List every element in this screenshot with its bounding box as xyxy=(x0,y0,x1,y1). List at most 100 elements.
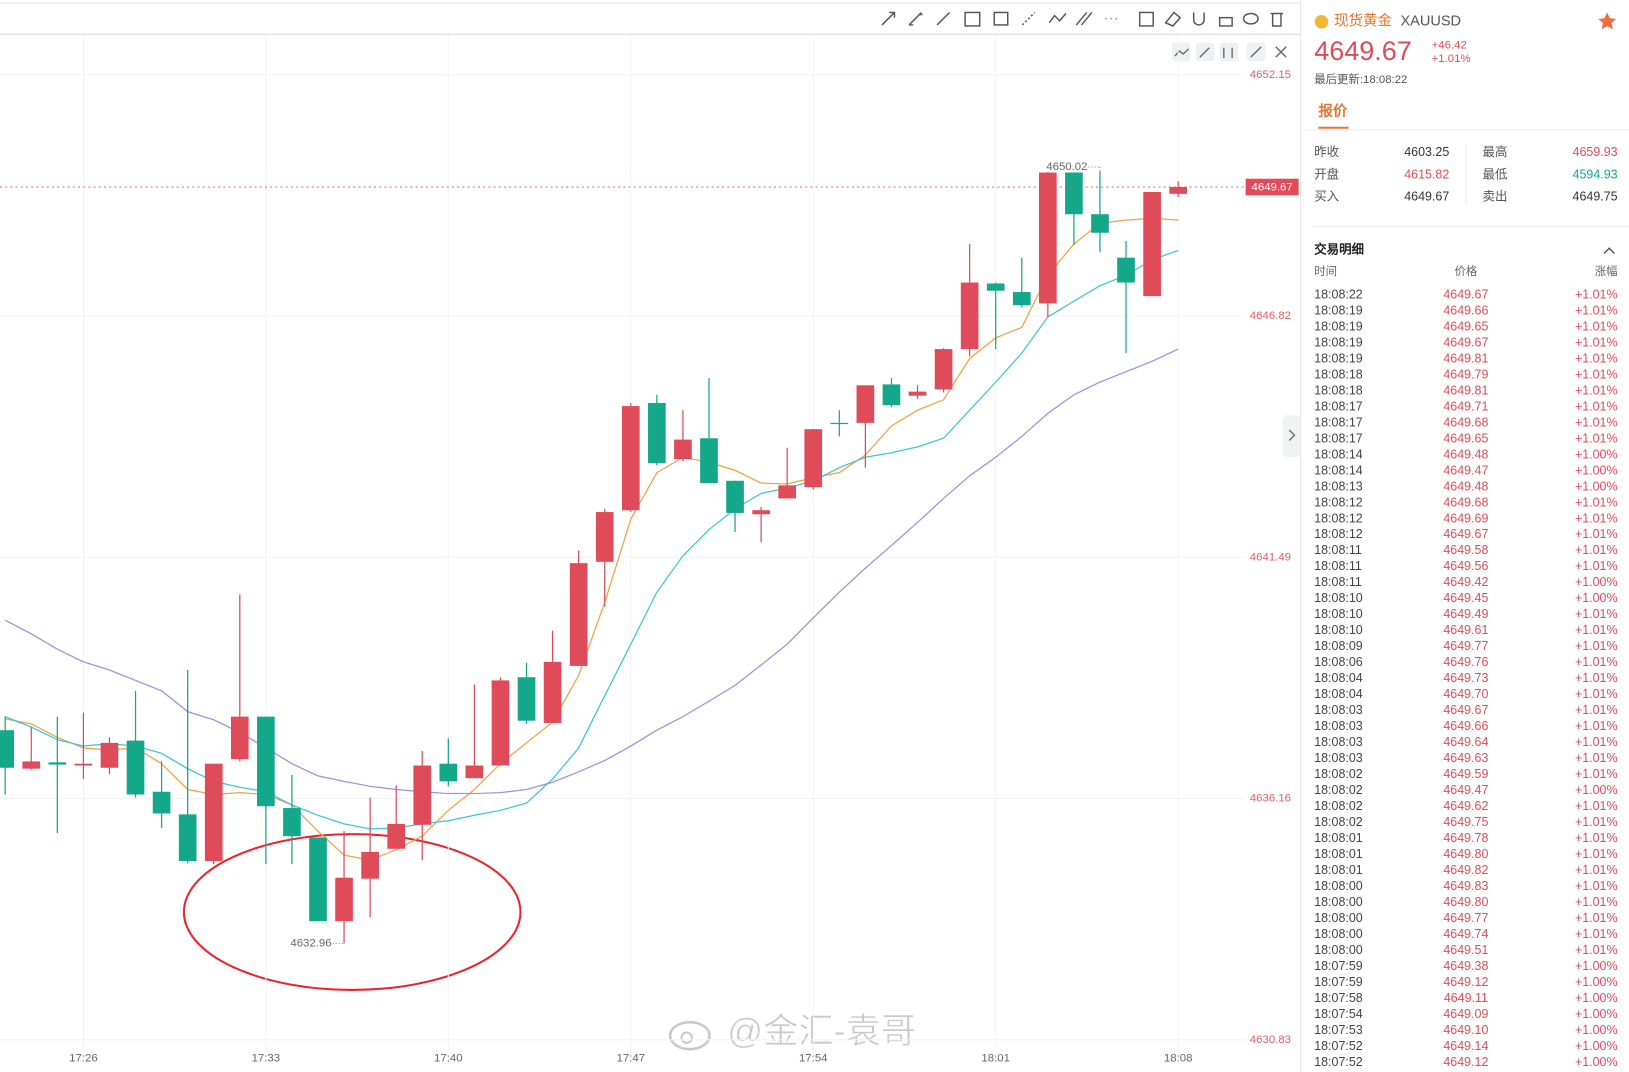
tool-rect[interactable] xyxy=(993,11,1009,26)
candle-body xyxy=(960,282,979,350)
trade-cell: 4649.67 xyxy=(1443,703,1488,717)
candle-body xyxy=(230,716,249,760)
trade-cell: +1.01% xyxy=(1575,751,1618,765)
trade-cell: +1.00% xyxy=(1575,463,1618,477)
instrument-name: 现货黄金 xyxy=(1334,13,1393,30)
control-button[interactable] xyxy=(1219,42,1239,62)
x-tick-label: 18:08 xyxy=(1164,1053,1193,1065)
price-change-pct: +1.01% xyxy=(1432,53,1471,65)
tool-arrow[interactable] xyxy=(881,11,896,26)
x-tick-label: 17:33 xyxy=(252,1053,281,1065)
trade-cell: +1.01% xyxy=(1575,735,1618,749)
grid xyxy=(0,35,1245,1052)
candle-body xyxy=(986,283,1005,291)
stat-label: 买入 xyxy=(1314,190,1339,204)
trade-cell: +1.01% xyxy=(1575,863,1618,877)
collapse-handle[interactable] xyxy=(1283,415,1300,458)
trade-cell: 4649.58 xyxy=(1443,543,1488,557)
trade-cell: +1.01% xyxy=(1575,895,1618,909)
tool-channel[interactable] xyxy=(1075,11,1093,26)
trade-cell: +1.01% xyxy=(1575,655,1618,669)
tool-magnet[interactable] xyxy=(1192,12,1205,26)
trade-time: 18:08:12 xyxy=(1314,511,1363,525)
trade-cell: 4649.38 xyxy=(1443,959,1488,973)
stat-label: 卖出 xyxy=(1483,190,1508,204)
close-icon[interactable] xyxy=(1275,46,1287,58)
trade-cell: 4649.09 xyxy=(1443,1007,1488,1021)
trade-cell: +1.01% xyxy=(1575,623,1618,637)
tool-ray[interactable] xyxy=(908,11,923,26)
x-tick-label: 17:54 xyxy=(799,1053,828,1065)
trade-cell: 4649.77 xyxy=(1443,911,1488,925)
tool-eye[interactable] xyxy=(1242,12,1259,25)
trade-cell: 4649.80 xyxy=(1443,847,1488,861)
trade-time: 18:08:02 xyxy=(1314,799,1363,813)
trade-cell: +1.01% xyxy=(1575,815,1618,829)
trade-cell: 4649.51 xyxy=(1443,943,1488,957)
ma-line xyxy=(5,217,1179,861)
tool-lock[interactable] xyxy=(1218,16,1233,27)
trade-cell: +1.01% xyxy=(1575,943,1618,957)
drawing-toolbar[interactable] xyxy=(881,11,1284,27)
tool-fib[interactable] xyxy=(964,11,981,27)
stat-value: 4615.82 xyxy=(1404,167,1449,181)
candle-body xyxy=(309,837,327,922)
candle-body xyxy=(517,677,536,721)
trade-cell: 4649.12 xyxy=(1443,975,1488,989)
watermark-logo xyxy=(668,1020,711,1051)
trade-time: 18:08:00 xyxy=(1314,879,1363,893)
trade-time: 18:08:04 xyxy=(1314,687,1363,701)
candle-body xyxy=(152,791,171,814)
trade-cell: +1.01% xyxy=(1575,511,1618,525)
candle-body xyxy=(204,763,223,862)
trade-cell: 4649.67 xyxy=(1443,527,1488,541)
candle-body xyxy=(22,761,41,769)
candle-body xyxy=(361,851,379,879)
trade-cell: 4649.66 xyxy=(1443,719,1488,733)
candle-body xyxy=(856,385,875,423)
trade-cell: 4649.66 xyxy=(1443,303,1488,317)
trade-cell: 4649.73 xyxy=(1443,671,1488,685)
trade-time: 18:08:06 xyxy=(1314,655,1363,669)
candle-body xyxy=(126,740,145,795)
trade-cell: +1.01% xyxy=(1575,319,1618,333)
trade-time: 18:08:14 xyxy=(1314,447,1363,461)
tool-dash[interactable] xyxy=(1021,11,1036,26)
trade-cell: 4649.75 xyxy=(1443,815,1488,829)
trade-time: 18:08:19 xyxy=(1314,303,1363,317)
trade-cell: 4649.79 xyxy=(1443,367,1488,381)
candle-body xyxy=(178,814,197,862)
trade-cell: 4649.81 xyxy=(1443,383,1488,397)
trade-cell: +1.01% xyxy=(1575,399,1618,413)
collapse-button[interactable] xyxy=(1283,415,1300,458)
tool-note[interactable] xyxy=(1138,11,1154,27)
trade-cell: +1.01% xyxy=(1575,847,1618,861)
trade-cell: +1.01% xyxy=(1575,671,1618,685)
trade-cell: +1.00% xyxy=(1575,575,1618,589)
trade-cell: +1.01% xyxy=(1575,415,1618,429)
trade-cell: +1.01% xyxy=(1575,303,1618,317)
trade-cell: 4649.59 xyxy=(1443,767,1488,781)
favorite-star[interactable] xyxy=(1598,12,1617,30)
trade-cell: +1.00% xyxy=(1575,1007,1618,1021)
tab-quote[interactable]: 报价 xyxy=(1318,103,1348,120)
tool-eraser[interactable] xyxy=(1164,11,1182,27)
trade-cell: 4649.82 xyxy=(1443,863,1488,877)
collapse-trades[interactable] xyxy=(1603,247,1615,254)
candle-body xyxy=(674,439,692,460)
last-price-tag-label: 4649.67 xyxy=(1252,182,1293,194)
trade-cell: 4649.62 xyxy=(1443,799,1488,813)
trade-time: 18:08:22 xyxy=(1314,287,1363,301)
chart-controls[interactable] xyxy=(1171,42,1287,62)
trade-cell: 4649.69 xyxy=(1443,511,1488,525)
trade-time: 18:08:00 xyxy=(1314,943,1363,957)
trade-cell: 4649.14 xyxy=(1443,1039,1488,1053)
candle-body xyxy=(1039,172,1057,304)
tool-wave[interactable] xyxy=(1048,13,1067,24)
tool-delete[interactable] xyxy=(1270,12,1284,27)
stat-value: 4649.67 xyxy=(1404,190,1449,204)
candle-body xyxy=(1117,257,1135,283)
candle-body xyxy=(465,765,484,779)
tool-line[interactable] xyxy=(936,11,951,26)
trade-time: 18:08:03 xyxy=(1314,751,1363,765)
